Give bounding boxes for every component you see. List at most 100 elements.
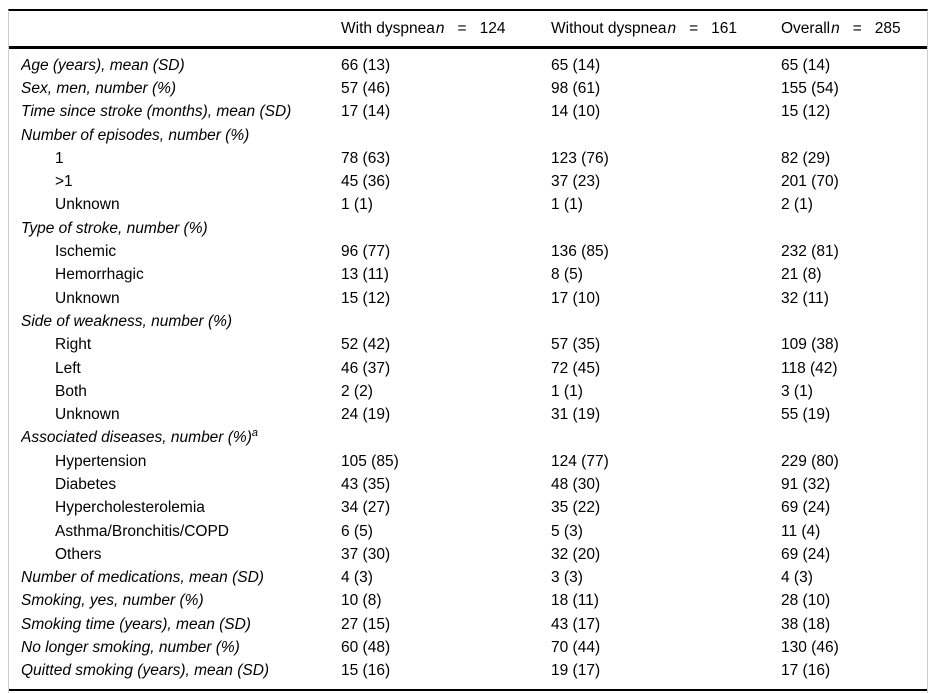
table-body: Age (years), mean (SD) 66 (13) 65 (14) 65 (…: [9, 49, 927, 692]
cell-value: 96 (77): [341, 243, 391, 261]
cell-value: 155 (54): [781, 79, 839, 97]
row-label: Age (years), mean (SD): [21, 56, 185, 74]
cell-value: 38 (18): [781, 615, 831, 633]
cell-value: 109 (38): [781, 336, 839, 354]
cell-value: 8 (5): [551, 266, 583, 284]
cell-value: 78 (63): [341, 149, 391, 167]
cell-value: 1 (1): [341, 196, 373, 214]
row-label: Hemorrhagic: [55, 266, 144, 284]
n-symbol: n: [831, 19, 840, 37]
table-row: Associated diseases, number (%)a: [21, 427, 927, 450]
cell-value: 15 (12): [341, 289, 391, 307]
n-symbol: n: [435, 19, 445, 37]
row-label: Both: [55, 382, 87, 400]
cell-value: 123 (76): [551, 149, 609, 167]
table-row: Sex, men, number (%) 57 (46) 98 (61) 155 (5…: [21, 77, 927, 100]
table-row: Unknown 15 (12) 17 (10) 32 (11): [21, 287, 927, 310]
column-label: With dyspnea: [341, 19, 435, 37]
cell-value: 18 (11): [551, 592, 599, 610]
cell-value: 31 (19): [551, 406, 601, 424]
cell-value: 98 (61): [551, 79, 601, 97]
row-label: Associated diseases, number (%)a: [21, 429, 341, 447]
cell-value: 136 (85): [551, 243, 609, 261]
equals-sign: =: [852, 19, 862, 37]
table-row: Unknown 24 (19) 31 (19) 55 (19): [21, 403, 927, 426]
table-row: Ischemic 96 (77) 136 (85) 232 (81): [21, 240, 927, 263]
cell-value: 82 (29): [781, 149, 831, 167]
cell-value: 130 (46): [781, 639, 839, 657]
sample-size: 124: [479, 19, 506, 37]
cell-value: 11 (4): [781, 522, 821, 540]
cell-value: 5 (3): [551, 522, 583, 540]
cell-value: 43 (35): [341, 475, 391, 493]
row-label: Left: [55, 359, 81, 377]
table-row: Quitted smoking (years), mean (SD) 15 (16…: [21, 660, 927, 683]
row-label: Others: [55, 545, 102, 563]
n-symbol: n: [667, 19, 677, 37]
cell-value: 37 (23): [551, 173, 601, 191]
cell-value: 45 (36): [341, 173, 391, 191]
cell-value: 43 (17): [551, 615, 601, 633]
cell-value: 15 (12): [781, 103, 831, 121]
cell-value: 6 (5): [341, 522, 373, 540]
cell-value: 21 (8): [781, 266, 822, 284]
row-label: Number of medications, mean (SD): [21, 569, 264, 587]
cell-value: 37 (30): [341, 545, 391, 563]
table-row: Smoking, yes, number (%) 10 (8) 18 (11) 28 …: [21, 590, 927, 613]
table-row: Diabetes 43 (35) 48 (30) 91 (32): [21, 473, 927, 496]
table-row: Time since stroke (months), mean (SD) 17 …: [21, 101, 927, 124]
cell-value: 13 (11): [341, 266, 389, 284]
table-row: Hypercholesterolemia 34 (27) 35 (22) 69 (24…: [21, 497, 927, 520]
cell-value: 105 (85): [341, 452, 399, 470]
row-label: Diabetes: [55, 475, 117, 493]
table-row: Smoking time (years), mean (SD) 27 (15) 43…: [21, 613, 927, 636]
row-label: Type of stroke, number (%): [21, 219, 208, 237]
row-label: Hypertension: [55, 452, 147, 470]
cell-value: 17 (16): [781, 662, 831, 680]
header-with-dyspnea: With dyspnean = 124: [341, 20, 551, 38]
cell-value: 2 (2): [341, 382, 373, 400]
row-label: Smoking, yes, number (%): [21, 592, 204, 610]
cell-value: 19 (17): [551, 662, 601, 680]
row-label: 1: [55, 149, 64, 167]
row-label: Hypercholesterolemia: [55, 499, 205, 517]
cell-value: 28 (10): [781, 592, 831, 610]
cell-value: 66 (13): [341, 56, 391, 74]
table-row: Unknown 1 (1) 1 (1) 2 (1): [21, 194, 927, 217]
row-label: Ischemic: [55, 243, 117, 261]
cell-value: 57 (46): [341, 79, 391, 97]
row-label: >1: [55, 173, 73, 191]
column-label: Without dyspnea: [551, 19, 667, 37]
table-row: No longer smoking, number (%) 60 (48) 70 (…: [21, 636, 927, 659]
cell-value: 17 (10): [551, 289, 601, 307]
cell-value: 72 (45): [551, 359, 601, 377]
row-label: Asthma/Bronchitis/COPD: [55, 522, 229, 540]
cell-value: 65 (14): [551, 56, 601, 74]
row-label: Quitted smoking (years), mean (SD): [21, 662, 270, 680]
cell-value: 34 (27): [341, 499, 391, 517]
cell-value: 69 (24): [781, 499, 831, 517]
row-label: Time since stroke (months), mean (SD): [21, 103, 292, 121]
table-row: >1 45 (36) 37 (23) 201 (70): [21, 170, 927, 193]
cell-value: 32 (11): [781, 289, 829, 307]
cell-value: 118 (42): [781, 359, 838, 377]
header-overall: Overalln = 285: [781, 20, 927, 38]
table-header-row: With dyspnean = 124 Without dyspnean = 161 O…: [9, 11, 927, 49]
table-row: 1 78 (63) 123 (76) 82 (29): [21, 147, 927, 170]
sample-size: 161: [711, 19, 738, 37]
cell-value: 4 (3): [781, 569, 813, 587]
row-label: Unknown: [55, 289, 120, 307]
table-row: Side of weakness, number (%): [21, 310, 927, 333]
row-label: Unknown: [55, 196, 120, 214]
row-label: Side of weakness, number (%): [21, 312, 233, 330]
characteristics-table: With dyspnean = 124 Without dyspnean = 161 O…: [8, 9, 928, 693]
cell-value: 2 (1): [781, 196, 813, 214]
cell-value: 65 (14): [781, 56, 831, 74]
cell-value: 124 (77): [551, 452, 609, 470]
cell-value: 201 (70): [781, 173, 839, 191]
table-row: Type of stroke, number (%): [21, 217, 927, 240]
cell-value: 4 (3): [341, 569, 373, 587]
cell-value: 24 (19): [341, 406, 391, 424]
row-label: Number of episodes, number (%): [21, 126, 250, 144]
table-row: Both 2 (2) 1 (1) 3 (1): [21, 380, 927, 403]
